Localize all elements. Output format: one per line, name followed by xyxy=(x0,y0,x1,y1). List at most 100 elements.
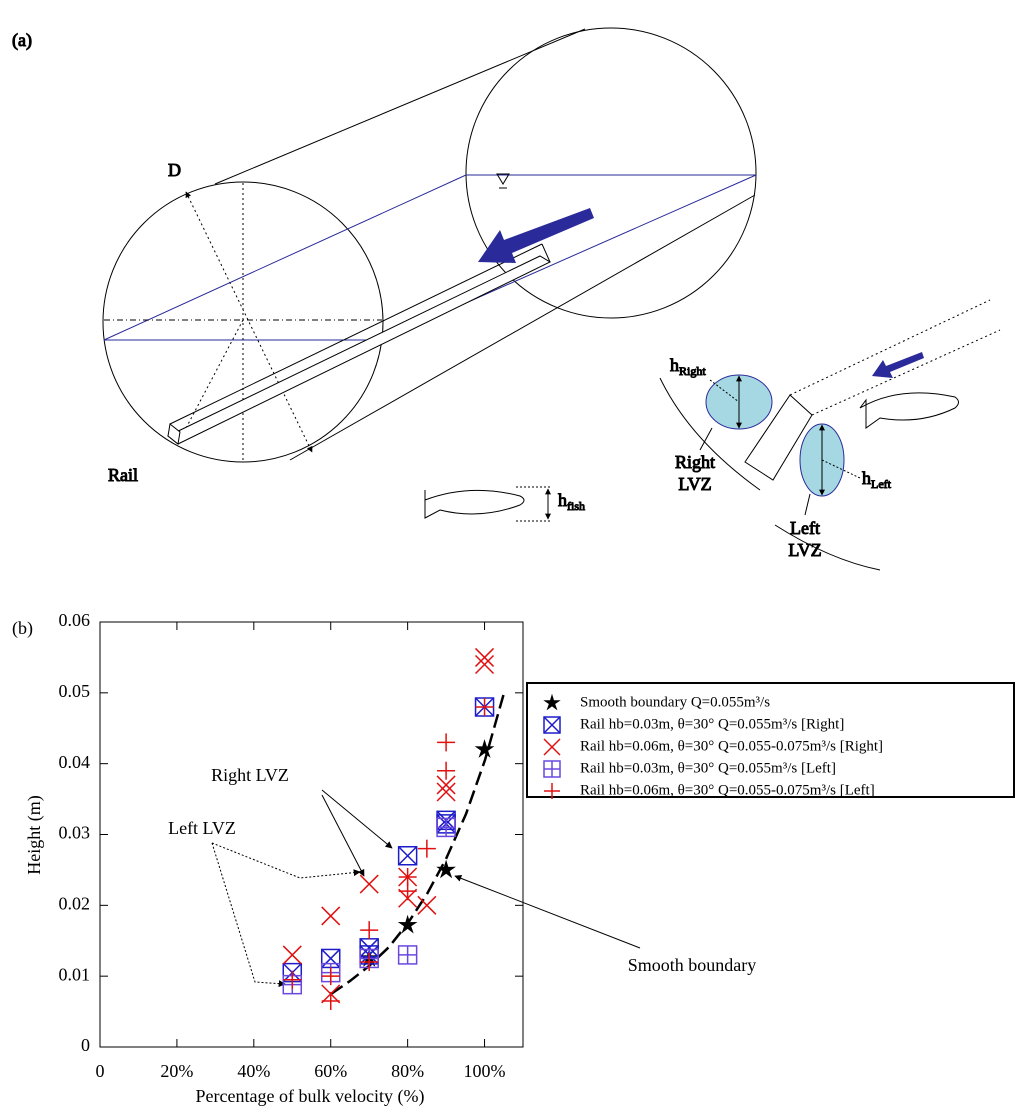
marker xyxy=(543,693,561,711)
marker-part xyxy=(359,938,379,958)
annotation: Smooth boundary xyxy=(628,955,757,975)
y-tick-label: 0.02 xyxy=(59,893,91,913)
panel-label: (b) xyxy=(12,618,33,639)
marker xyxy=(475,698,494,716)
marker-part xyxy=(475,647,495,667)
h-right-label: hRight xyxy=(670,355,706,378)
lvz-label: LVZ xyxy=(788,540,821,560)
h-sub: Right xyxy=(679,364,706,378)
marker-part xyxy=(436,775,456,795)
marker xyxy=(417,895,437,915)
marker-part xyxy=(397,846,418,866)
marker xyxy=(543,738,561,756)
flow-arrow xyxy=(478,208,594,263)
pipe-edge xyxy=(214,28,586,185)
annotation-arrow xyxy=(211,842,361,879)
y-axis-label: Height (m) xyxy=(24,795,45,874)
chart-b: (b) Percentage of bulk velocity (%) Heig… xyxy=(12,610,1015,1107)
y-tick-label: 0.05 xyxy=(59,681,91,701)
x-tick-label: 40% xyxy=(237,1061,270,1081)
marker-part xyxy=(543,716,561,734)
marker xyxy=(544,783,560,799)
water-symbol xyxy=(496,173,510,189)
legend-label: Rail hb=0.06m, θ=30° Q=0.055-0.075m³/s [… xyxy=(580,738,883,754)
guide-line xyxy=(811,329,1001,416)
leader xyxy=(804,493,811,516)
marker xyxy=(398,868,417,886)
annotation-arrow xyxy=(321,789,393,849)
marker xyxy=(321,991,340,1010)
marker xyxy=(397,846,418,866)
marker xyxy=(436,859,456,879)
h-left-label: hLeft xyxy=(862,468,892,491)
pipe-edge xyxy=(289,194,756,461)
marker xyxy=(543,716,561,734)
marker-part xyxy=(282,945,302,965)
marker xyxy=(417,839,436,858)
x-tick-label: 100% xyxy=(464,1061,506,1081)
h-base: h xyxy=(670,355,679,375)
guide-line xyxy=(789,299,991,396)
marker xyxy=(360,921,379,940)
marker-part xyxy=(543,693,561,711)
marker xyxy=(283,970,302,989)
marker xyxy=(474,739,495,758)
annotation-arrow xyxy=(454,875,641,949)
diagram-a: (a) D Rail xyxy=(12,27,1001,571)
marker-part xyxy=(359,874,379,894)
x-tick-label: 0 xyxy=(96,1061,105,1081)
y-tick-label: 0.04 xyxy=(59,752,91,772)
plot-frame xyxy=(99,621,524,1048)
marker-part xyxy=(543,716,561,734)
marker xyxy=(359,874,379,894)
x-tick-label: 60% xyxy=(314,1061,347,1081)
marker xyxy=(282,945,302,965)
marker-part xyxy=(321,948,341,968)
y-tick-label: 0.06 xyxy=(59,610,91,630)
legend-box xyxy=(526,682,1015,798)
marker-part xyxy=(475,654,495,675)
legend-label: Rail hb=0.03m, θ=30° Q=0.055m³/s [Right] xyxy=(580,716,844,732)
y-tick-label: 0.01 xyxy=(59,964,91,984)
rail-end xyxy=(167,423,181,445)
y-tick-label: 0.03 xyxy=(59,823,91,843)
fit-curve xyxy=(330,692,506,996)
annotation: Left LVZ xyxy=(168,818,236,838)
x-tick-label: 20% xyxy=(160,1061,193,1081)
marker xyxy=(397,945,418,965)
marker xyxy=(436,775,456,795)
h-fish-label: hfish xyxy=(558,490,585,513)
fish xyxy=(424,489,525,519)
marker xyxy=(475,654,495,675)
marker-part xyxy=(321,906,341,926)
marker xyxy=(321,967,340,986)
rail-label: Rail xyxy=(108,465,138,485)
marker-part xyxy=(398,846,418,866)
marker xyxy=(360,953,379,971)
marker-part xyxy=(543,738,561,756)
h-base: h xyxy=(862,468,871,488)
pipe-end xyxy=(465,27,757,319)
h-sub: Left xyxy=(871,477,892,491)
marker-part xyxy=(417,895,437,915)
legend-label: Rail hb=0.03m, θ=30° Q=0.055m³/s [Left] xyxy=(580,760,836,776)
y-tick-label: 0 xyxy=(81,1035,90,1055)
wall-arc xyxy=(774,524,881,571)
rail-edge xyxy=(541,243,551,263)
marker xyxy=(543,760,561,778)
marker-part xyxy=(474,739,495,758)
marker xyxy=(397,914,418,934)
marker xyxy=(475,647,495,667)
lvz-label: LVZ xyxy=(678,474,711,494)
h-base: h xyxy=(558,490,567,510)
marker xyxy=(437,733,456,752)
legend-label: Rail hb=0.06m, θ=30° Q=0.055-0.075m³/s [… xyxy=(580,782,875,798)
diameter-label: D xyxy=(168,160,181,180)
marker xyxy=(321,906,341,926)
guide-line xyxy=(184,319,244,431)
diameter-arrow xyxy=(185,191,313,453)
flow-arrow xyxy=(872,352,924,378)
annotation-arrow xyxy=(321,794,365,877)
x-tick-label: 80% xyxy=(391,1061,424,1081)
